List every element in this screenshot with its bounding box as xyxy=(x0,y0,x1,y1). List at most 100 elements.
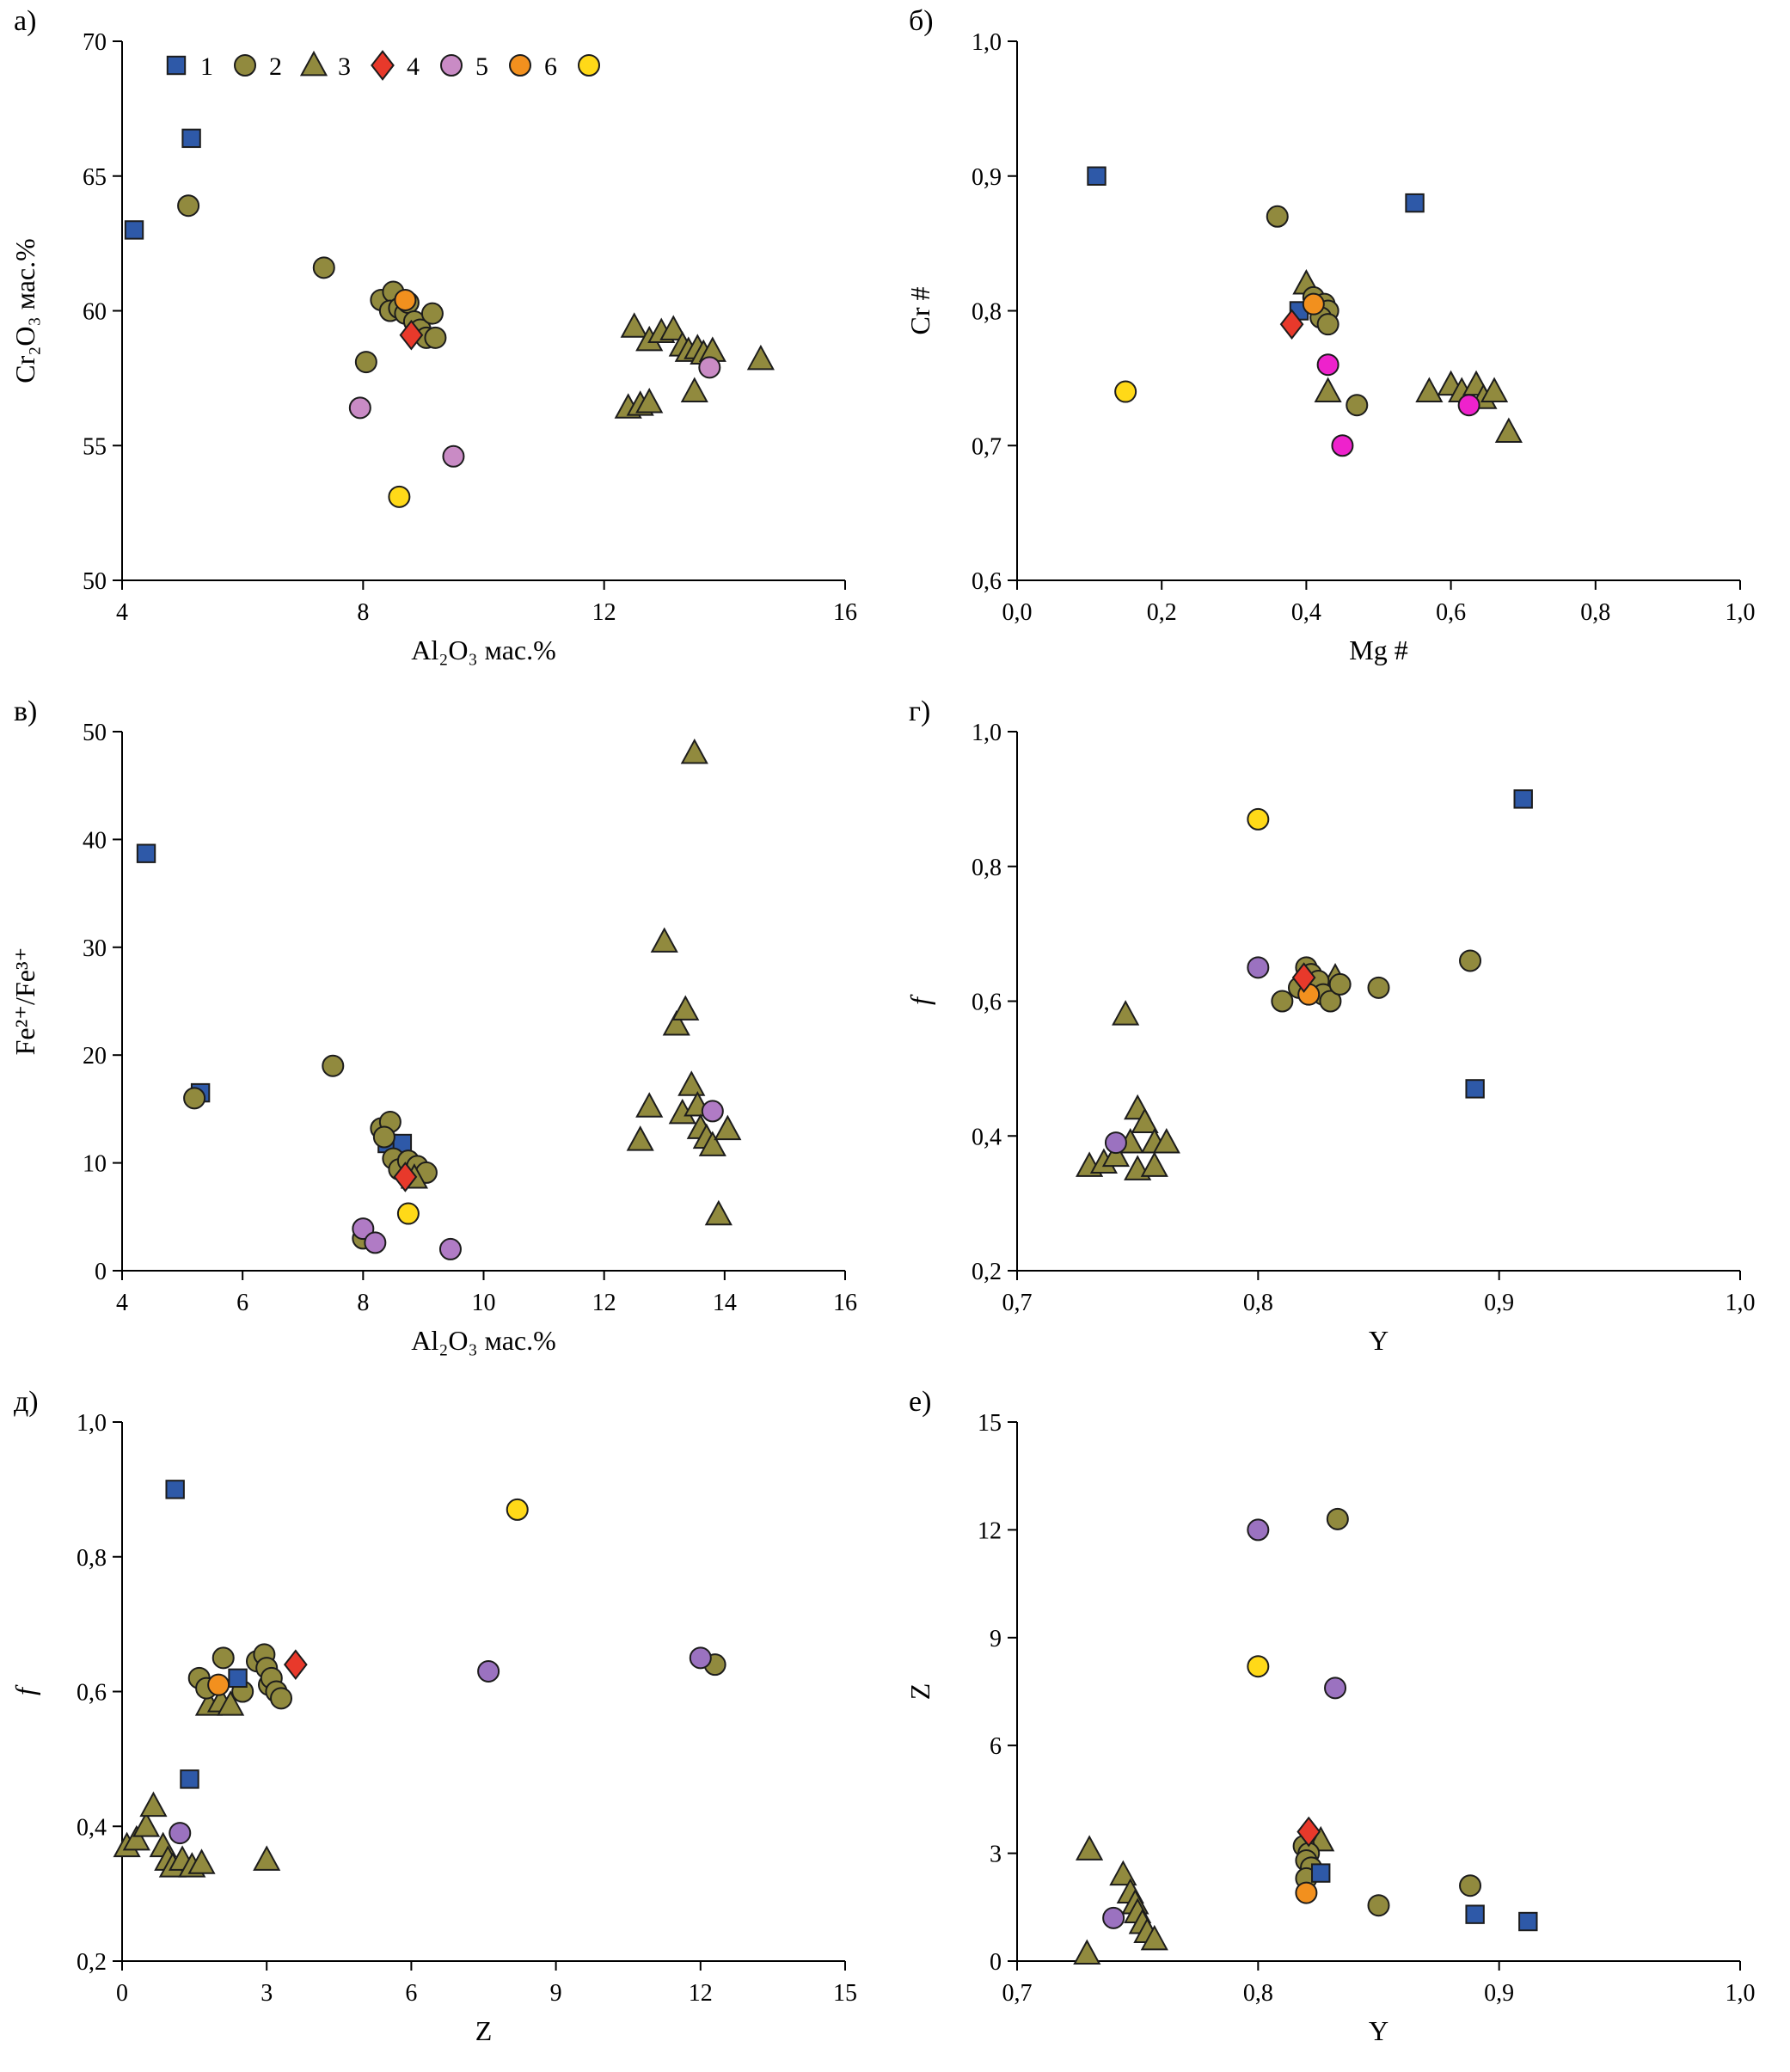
marker-circle xyxy=(1331,434,1354,457)
marker-triangle xyxy=(659,315,688,340)
x-tick-label: 1,0 xyxy=(1726,599,1756,626)
y-tick-label: 3 xyxy=(990,1842,1002,1868)
marker-triangle xyxy=(677,1070,706,1096)
x-tick-label: 0,8 xyxy=(1243,1980,1273,2007)
y-tick-label: 0,4 xyxy=(77,1814,107,1841)
marker-triangle xyxy=(698,1131,726,1156)
chart-d-scatter: 0 3 6 9 12 15 0,2 0,4 0,6 0,8 1,0 Zf xyxy=(9,1410,857,2046)
y-tick-label: 50 xyxy=(83,720,107,746)
y-tick-label: 1,0 xyxy=(972,720,1002,746)
y-axis-label: f xyxy=(904,994,935,1005)
legend-label: 5 xyxy=(475,52,488,81)
marker-circle xyxy=(1104,1131,1127,1155)
marker-triangle xyxy=(299,50,328,77)
marker-circle xyxy=(177,194,200,218)
marker-triangle xyxy=(1131,1107,1159,1133)
marker-circle xyxy=(1247,807,1270,831)
marker-circle xyxy=(1247,956,1270,979)
marker-triangle xyxy=(1314,377,1342,402)
marker-triangle xyxy=(1073,1939,1101,1965)
marker-circle xyxy=(354,351,377,374)
legend-label: 2 xyxy=(269,52,282,81)
marker-circle xyxy=(689,1646,712,1670)
x-tick-label: 12 xyxy=(689,1980,713,2007)
panel-e: е) 0,7 0,8 0,9 1,0 0 3 6 9 12 15 Y Z xyxy=(895,1381,1790,2071)
marker-triangle xyxy=(635,388,664,414)
marker-triangle xyxy=(704,1199,733,1226)
x-tick-label: 9 xyxy=(550,1980,562,2007)
marker-triangle xyxy=(1112,1000,1140,1026)
marker-circle xyxy=(440,54,463,77)
marker-square xyxy=(181,128,201,149)
x-tick-label: 0,9 xyxy=(1484,1290,1514,1316)
x-axis-label: Al₂O₃ мас.% xyxy=(411,634,556,665)
marker-circle xyxy=(1266,205,1289,228)
y-tick-label: 30 xyxy=(83,935,107,962)
y-tick-label: 0,8 xyxy=(972,855,1002,881)
marker-circle xyxy=(701,1100,724,1123)
marker-diamond xyxy=(1279,309,1304,340)
marker-circle xyxy=(312,256,335,279)
marker-circle xyxy=(578,54,600,77)
legend-label: 6 xyxy=(544,52,557,81)
x-axis-label: Z xyxy=(475,2015,493,2046)
chart-g-scatter: 0,7 0,8 0,9 1,0 0,2 0,4 0,6 0,8 1,0 Yf xyxy=(904,720,1756,1356)
marker-circle xyxy=(1295,1881,1318,1904)
y-tick-label: 65 xyxy=(83,164,107,191)
y-axis-label: Z xyxy=(904,1683,935,1701)
marker-circle xyxy=(234,54,256,77)
y-axis-label: Cr₂O₃ мас.% xyxy=(9,238,40,383)
marker-triangle xyxy=(217,1690,245,1716)
x-tick-label: 0,9 xyxy=(1484,1980,1514,2007)
y-tick-label: 0,8 xyxy=(972,299,1002,326)
panel-label-v: в) xyxy=(14,696,38,727)
marker-circle xyxy=(424,326,447,349)
marker-circle xyxy=(509,54,531,77)
chart-b-scatter: 0,0 0,2 0,4 0,6 0,8 1,0 0,6 0,7 0,8 0,9 1,0 Mg # Cr … xyxy=(904,29,1756,665)
marker-circle xyxy=(270,1687,293,1710)
y-tick-label: 0,8 xyxy=(77,1545,107,1572)
marker-square xyxy=(1518,1911,1538,1932)
x-tick-label: 6 xyxy=(405,1980,417,2007)
marker-circle xyxy=(348,396,371,420)
y-tick-label: 55 xyxy=(83,433,107,460)
x-tick-label: 0,6 xyxy=(1436,599,1466,626)
marker-circle xyxy=(1367,976,1390,999)
marker-circle xyxy=(1247,1655,1270,1678)
marker-triangle xyxy=(626,1125,654,1151)
y-tick-label: 0,6 xyxy=(972,990,1002,1016)
marker-circle xyxy=(388,485,411,508)
marker-square xyxy=(136,843,156,863)
marker-triangle xyxy=(253,1845,281,1871)
marker-square xyxy=(1465,1079,1485,1099)
marker-triangle xyxy=(122,1824,150,1851)
marker-circle xyxy=(438,1237,462,1260)
x-tick-label: 0,0 xyxy=(1002,599,1033,626)
marker-circle xyxy=(1302,292,1325,316)
y-tick-label: 12 xyxy=(978,1517,1002,1544)
marker-circle xyxy=(207,1673,230,1696)
y-tick-label: 0,7 xyxy=(972,433,1002,460)
marker-triangle xyxy=(671,995,700,1021)
marker-triangle xyxy=(680,377,708,402)
panel-label-b: б) xyxy=(909,5,934,37)
marker-square xyxy=(1465,1904,1485,1924)
x-tick-label: 8 xyxy=(357,1290,369,1316)
marker-circle xyxy=(372,1125,395,1149)
marker-circle xyxy=(396,1202,420,1225)
y-tick-label: 60 xyxy=(83,299,107,326)
marker-triangle xyxy=(620,312,648,338)
marker-triangle xyxy=(1494,417,1523,443)
y-tick-label: 0,6 xyxy=(972,568,1002,595)
y-tick-label: 6 xyxy=(990,1733,1002,1760)
marker-triangle xyxy=(1140,1151,1168,1177)
x-tick-label: 1,0 xyxy=(1726,1290,1756,1316)
x-tick-label: 0,8 xyxy=(1580,599,1610,626)
marker-triangle xyxy=(1415,377,1444,402)
marker-circle xyxy=(1319,990,1342,1013)
marker-circle xyxy=(1324,1677,1347,1700)
y-axis-label: Cr # xyxy=(904,287,935,335)
marker-circle xyxy=(1102,1906,1125,1929)
